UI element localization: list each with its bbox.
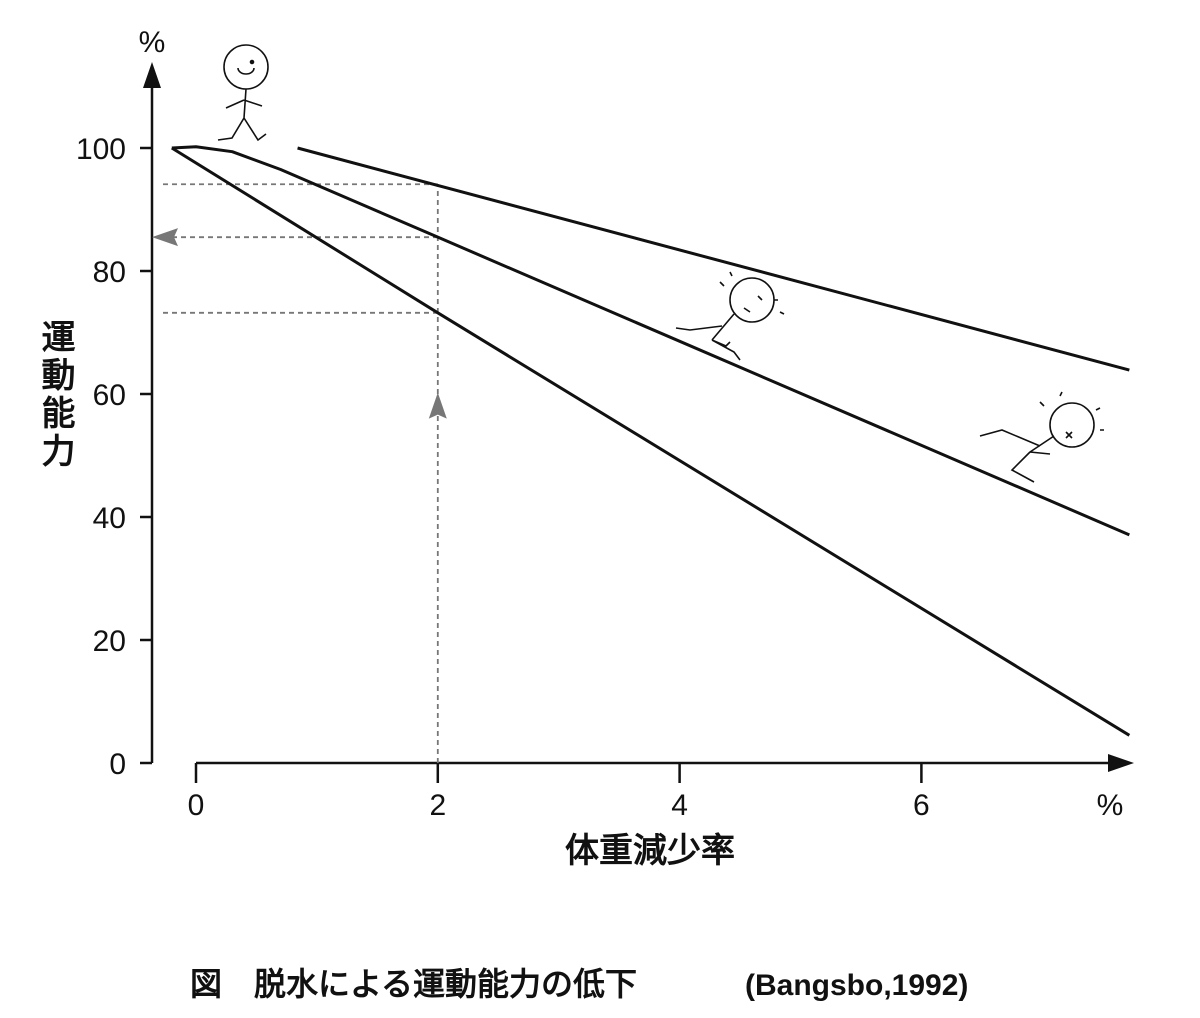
x-tick-label: 4 (671, 789, 688, 822)
walking-figure (217, 44, 269, 142)
y-unit: % (139, 26, 166, 59)
caption-source: (Bangsbo,1992) (745, 969, 968, 1002)
stick-figures (217, 44, 1104, 483)
tired-figure (675, 271, 785, 361)
y-tick-label: 20 (93, 625, 126, 658)
guide-arrow-left (152, 228, 178, 247)
y-axis-arrow (143, 62, 161, 88)
x-tick-label: 0 (188, 789, 205, 822)
x-tick-label: 6 (913, 789, 930, 822)
series-line-1 (297, 146, 1130, 372)
guide-arrow-up (428, 392, 447, 419)
series-line-2 (171, 145, 1130, 537)
x-tick-label: 2 (429, 789, 446, 822)
y-tick-label: 80 (93, 256, 126, 289)
y-tick-label: 0 (109, 748, 126, 781)
series-line-3 (171, 146, 1131, 737)
x-unit: % (1097, 789, 1124, 822)
y-axis-label: 運動能力 (35, 319, 75, 471)
y-tick-label: 100 (76, 133, 126, 166)
y-tick-label: 40 (93, 502, 126, 535)
axes: % % (139, 26, 1134, 822)
exhausted-figure (979, 391, 1104, 483)
x-axis-label: 体重減少率 (565, 831, 735, 871)
x-axis-arrow (1108, 754, 1134, 772)
figure-caption: 図 脱水による運動能力の低下 (190, 965, 637, 1003)
y-tick-label: 60 (93, 379, 126, 412)
